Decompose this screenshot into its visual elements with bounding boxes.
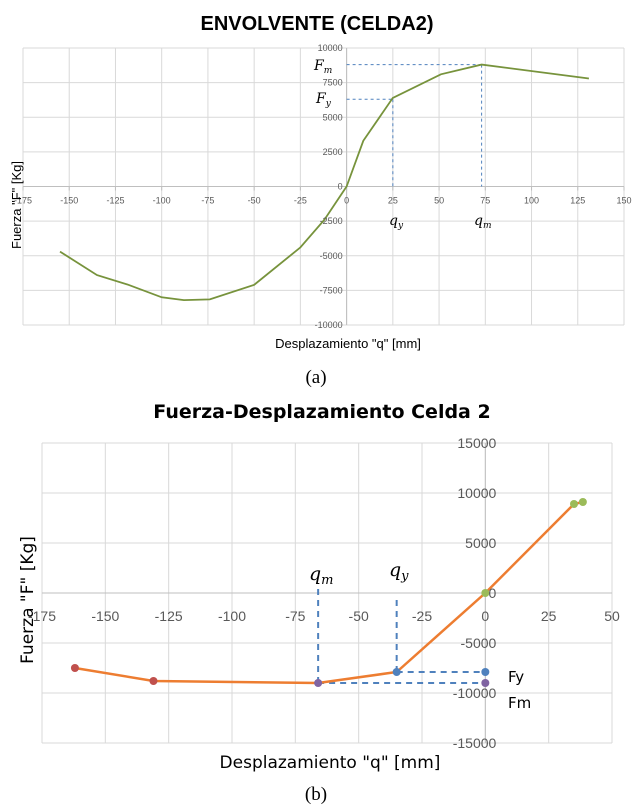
chart-b-y-tick-label: -5000: [461, 635, 497, 651]
chart-b-x-tick-label: -75: [285, 608, 305, 624]
chart-a-y-tick-label: -2500: [320, 216, 343, 226]
chart-b-x-tick-label: 50: [604, 608, 620, 624]
chart-b-marker: [570, 500, 578, 508]
chart-a-x-tick-label: 50: [434, 196, 444, 206]
chart-b-fy-label: Fy: [508, 668, 524, 686]
chart-b-x-tick-label: -100: [218, 608, 246, 624]
chart-b-marker: [70, 664, 79, 672]
chart-b-marker: [481, 679, 490, 687]
chart-b-y-tick-label: 0: [489, 585, 497, 601]
chart-a-envelope-line: [59, 63, 590, 302]
chart-b-x-tick-label: -175: [28, 608, 56, 624]
chart-b-y-tick-label: 5000: [465, 535, 496, 551]
chart-b-x-tick-label: 25: [541, 608, 557, 624]
chart-a-caption: (a): [305, 367, 326, 388]
chart-a-x-tick-label: -125: [106, 196, 124, 206]
chart-a-y-tick-label: 2500: [323, 147, 343, 157]
chart-a-fy-label: Fy: [315, 91, 332, 109]
chart-b-x-tick-label: -50: [349, 608, 369, 624]
chart-b-qy-label: qy: [389, 559, 409, 584]
chart-a-y-tick-label: -10000: [315, 320, 343, 330]
chart-a-guides: [346, 64, 483, 187]
chart-b-guides: [317, 585, 486, 684]
chart-a-y-tick-label: 5000: [323, 112, 343, 122]
chart-b-fm-label: Fm: [508, 694, 531, 712]
chart-b-caption: (b): [305, 784, 327, 805]
chart-a-x-tick-label: -150: [60, 196, 78, 206]
chart-b-y-tick-label: -10000: [453, 685, 497, 701]
chart-b-marker: [481, 589, 490, 597]
chart-a-x-tick-label: 25: [388, 196, 398, 206]
chart-b-ylabel: Fuerza "F" [Kg]: [18, 536, 38, 664]
chart-b-y-ticks: -15000 -10000 -5000 0 5000 10000 15000: [453, 435, 497, 751]
chart-a-xlabel: Desplazamiento "q" [mm]: [275, 336, 421, 351]
chart-a-y-tick-label: 10000: [318, 43, 343, 53]
chart-a-fm-label: Fm: [313, 58, 332, 76]
chart-a-x-tick-label: -175: [14, 196, 32, 206]
chart-a-x-tick-label: -75: [201, 196, 214, 206]
chart-b-marker: [481, 668, 490, 676]
chart-b-x-tick-label: -150: [91, 608, 119, 624]
chart-a-y-tick-label: 7500: [323, 78, 343, 88]
chart-a-ylabel: Fuerza "F" [Kg]: [9, 161, 24, 249]
chart-a-axes: [22, 48, 625, 325]
chart-b-qm-label: qm: [309, 563, 334, 588]
chart-b-x-tick-label: 0: [481, 608, 489, 624]
chart-b-y-tick-label: 10000: [457, 485, 496, 501]
chart-a-y-ticks: -10000 -7500 -5000 -2500 0 2500 5000 7500 10000: [315, 43, 343, 330]
chart-b-marker: [314, 679, 323, 687]
chart-b-x-tick-label: -125: [155, 608, 183, 624]
chart-a-x-tick-label: 75: [480, 196, 490, 206]
chart-a-x-tick-label: 125: [570, 196, 585, 206]
chart-a-x-tick-label: 0: [344, 196, 349, 206]
chart-b-marker: [578, 498, 587, 506]
chart-a-x-tick-label: -25: [294, 196, 307, 206]
chart-a-x-tick-label: 150: [616, 196, 631, 206]
chart-a-y-tick-label: -5000: [320, 251, 343, 261]
chart-a-qy-label: qy: [389, 213, 404, 231]
chart-a-y-tick-label: -7500: [320, 285, 343, 295]
chart-a-series: [59, 63, 590, 302]
chart-b-y-tick-label: 15000: [457, 435, 496, 451]
chart-b-marker: [149, 677, 158, 685]
chart-b-xlabel: Desplazamiento "q" [mm]: [220, 753, 441, 773]
chart-b-title: Fuerza-Desplazamiento Celda 2: [153, 401, 490, 423]
chart-a-y-tick-label: 0: [338, 182, 343, 192]
chart-a-x-tick-label: 100: [524, 196, 539, 206]
chart-b-markers: [70, 498, 587, 687]
chart-b-y-tick-label: -15000: [453, 735, 497, 751]
chart-b-x-ticks: -175 -150 -125 -100 -75 -50 -25 0 25 50: [28, 608, 620, 624]
chart-a-x-tick-label: -50: [248, 196, 261, 206]
chart-b-marker: [392, 668, 401, 676]
chart-b-x-tick-label: -25: [412, 608, 432, 624]
chart-a-title: ENVOLVENTE (CELDA2): [201, 13, 434, 35]
chart-a-x-ticks: -175 -150 -125 -100 -75 -50 -25 0 25 50 75 100 125 15…: [14, 196, 632, 206]
chart-a-qm-label: qm: [474, 213, 492, 231]
chart-a-x-tick-label: -100: [153, 196, 171, 206]
